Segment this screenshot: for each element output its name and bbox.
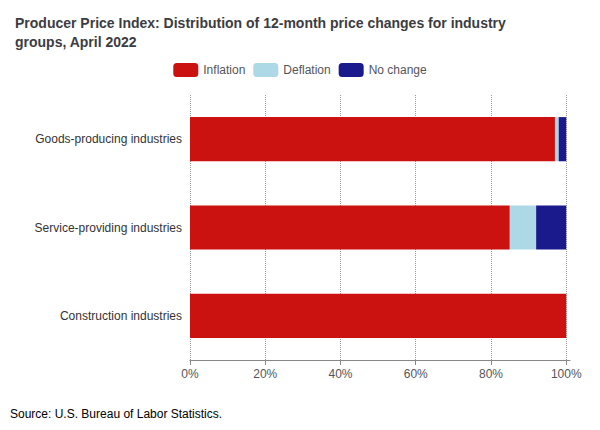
svg-text:Service-providing industries: Service-providing industries	[35, 221, 182, 235]
svg-text:Source: U.S. Bureau of Labor S: Source: U.S. Bureau of Labor Statistics.	[10, 407, 222, 421]
svg-text:80%: 80%	[479, 367, 503, 381]
svg-text:0%: 0%	[181, 367, 199, 381]
svg-text:40%: 40%	[328, 367, 352, 381]
svg-text:60%: 60%	[404, 367, 428, 381]
svg-text:100%: 100%	[551, 367, 582, 381]
svg-text:20%: 20%	[253, 367, 277, 381]
svg-text:No change: No change	[369, 63, 427, 77]
svg-text:Inflation: Inflation	[203, 63, 245, 77]
svg-text:groups, April 2022: groups, April 2022	[15, 34, 137, 50]
svg-text:Producer Price Index: Distribu: Producer Price Index: Distribution of 12…	[15, 15, 506, 31]
svg-text:Construction industries: Construction industries	[60, 309, 182, 323]
svg-text:Deflation: Deflation	[283, 63, 330, 77]
svg-text:Goods-producing industries: Goods-producing industries	[35, 132, 182, 146]
